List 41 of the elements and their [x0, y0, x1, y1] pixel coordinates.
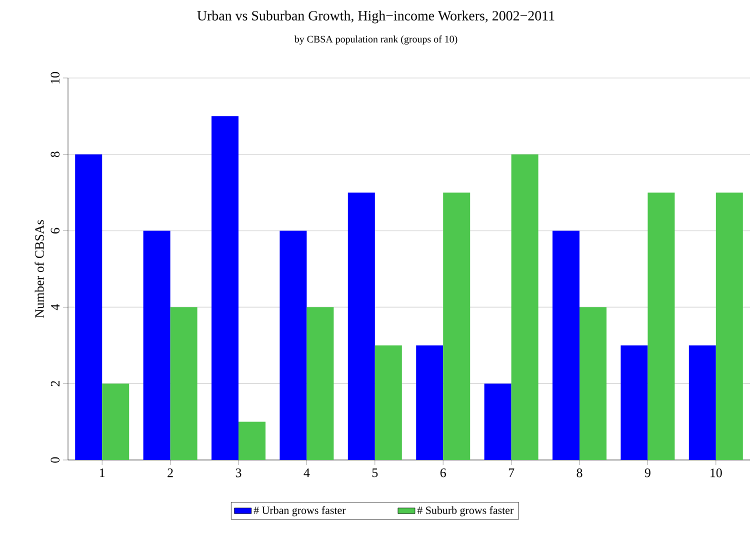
bar — [170, 307, 198, 460]
chart-subtitle: by CBSA population rank (groups of 10) — [294, 35, 458, 45]
bar — [280, 230, 307, 460]
legend-label: # Urban grows faster — [254, 506, 346, 516]
y-tick-label: 4 — [50, 304, 60, 310]
bar — [511, 154, 538, 460]
legend-label: # Suburb grows faster — [417, 506, 514, 516]
bar — [443, 192, 470, 460]
bar — [580, 307, 607, 460]
x-tick-label: 6 — [440, 468, 446, 478]
bar — [238, 422, 266, 460]
bar — [75, 154, 102, 460]
bar — [716, 192, 743, 460]
y-axis-title: Number of CBSAs — [34, 220, 44, 318]
x-tick-label: 1 — [100, 468, 105, 478]
bar — [348, 192, 375, 460]
bar — [374, 345, 402, 460]
y-tick-label: 8 — [50, 152, 60, 158]
bar — [416, 345, 444, 460]
y-tick-label: 10 — [50, 72, 60, 84]
bar — [620, 345, 648, 460]
x-tick-label: 9 — [644, 468, 650, 478]
x-tick-label: 10 — [710, 468, 722, 478]
y-tick-label: 6 — [50, 228, 60, 234]
x-tick-label: 7 — [508, 468, 514, 477]
x-tick-label: 2 — [168, 468, 173, 478]
y-tick-label: 2 — [50, 381, 60, 386]
x-tick-label: 5 — [372, 468, 378, 478]
bar — [212, 116, 239, 460]
bar — [143, 230, 170, 460]
bar — [552, 230, 580, 460]
chart-title: Urban vs Suburban Growth, High−income Workers, 2002−2011 — [197, 10, 554, 24]
bar — [306, 307, 334, 460]
bar — [648, 192, 675, 460]
bar — [102, 384, 130, 460]
bar — [484, 384, 512, 460]
x-tick-label: 4 — [304, 468, 310, 478]
x-tick-label: 3 — [236, 468, 242, 478]
bar — [688, 345, 716, 460]
x-tick-label: 8 — [576, 468, 582, 478]
y-tick-label: 0 — [50, 457, 60, 463]
